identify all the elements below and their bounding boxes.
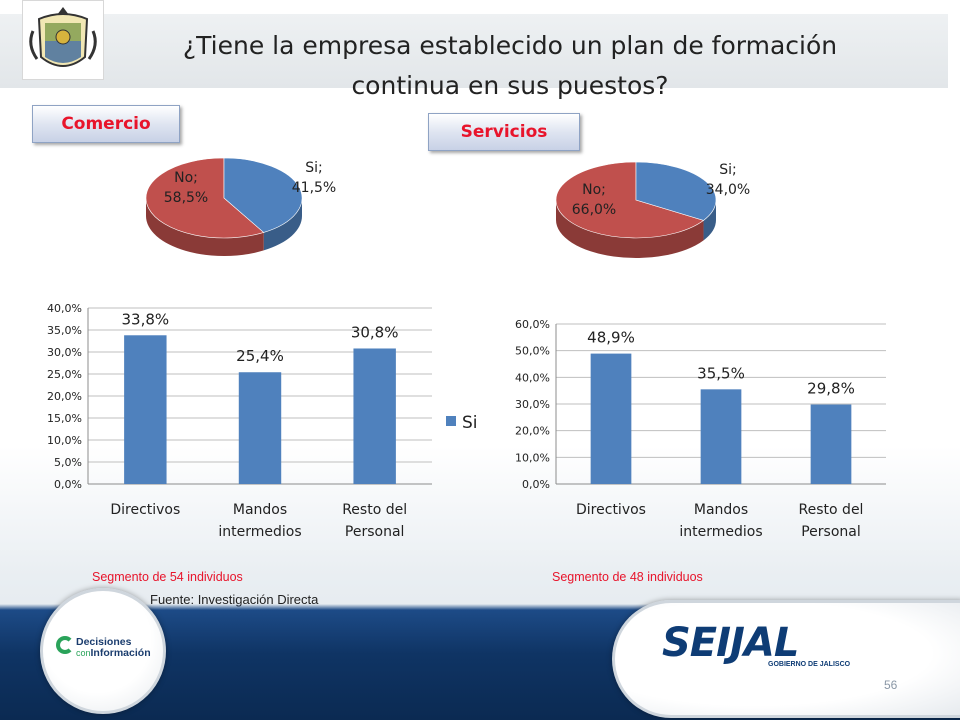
y-tick-label: 40,0% [515,371,550,384]
y-tick-label: 30,0% [47,346,82,359]
bar-0-0 [124,335,167,484]
pie-label-no-value: 66,0% [572,202,616,218]
y-tick-label: 0,0% [54,478,82,491]
decisiones-logo-text: Decisiones conInformación [76,637,151,659]
pie-no-side [146,198,264,256]
bar-data-label: 48,9% [587,329,635,347]
pie-label-no-name: No; [582,182,606,198]
pie-label-no-name: No; [174,170,198,186]
seijal-logo: SEIJAL [662,620,799,666]
decisiones-informacion: Información [90,647,151,659]
pie-label-si-name: Si; [719,162,737,178]
seijal-subtitle: GOBIERNO DE JALISCO [768,661,851,668]
x-tick-label: Mandos [233,502,287,518]
legend-label: Si [462,413,478,433]
charts-canvas: Si; 41,5% No; 58,5% Si; 34,0% No; 66,0% 0,0% 5,0%… [47,157,886,540]
pie-slice-si [223,157,303,233]
y-tick-label: 20,0% [47,390,82,403]
pie-label-si-value: 41,5% [292,180,336,196]
pie-si-side [263,198,302,251]
x-tick-label: intermedios [679,524,762,540]
x-tick-label: intermedios [218,524,301,540]
segment-servicios: Segmento de 48 individuos [552,570,703,584]
x-tick-label: Personal [801,524,861,540]
pie-slice-no [555,161,705,239]
pie-label-si-value: 34,0% [706,182,750,198]
y-tick-label: 5,0% [54,456,82,469]
pie-no-side [556,200,704,258]
pie-slice-si [635,161,717,221]
servicios-label: Servicios [428,113,580,151]
x-tick-label: Personal [345,524,405,540]
y-tick-label: 20,0% [515,425,550,438]
x-tick-label: Resto del [799,502,864,518]
y-tick-label: 60,0% [515,318,550,331]
x-tick-label: Mandos [694,502,748,518]
x-tick-label: Resto del [342,502,407,518]
y-tick-label: 30,0% [515,398,550,411]
segment-comercio: Segmento de 54 individuos [92,570,243,584]
y-tick-label: 15,0% [47,412,82,425]
bar-data-label: 33,8% [122,310,170,328]
decisiones-word: Decisiones [76,636,132,648]
bar-data-label: 35,5% [697,364,745,382]
title-line-2: continua en sus puestos? [351,71,669,100]
decisiones-con: con [76,648,91,658]
state-crest-logo [22,0,104,80]
y-tick-label: 40,0% [47,302,82,315]
slide-title: ¿Tiene la empresa establecido un plan de… [120,26,900,106]
bar-data-label: 29,8% [807,380,855,398]
bar-0-2 [353,348,396,484]
bar-0-1 [238,372,282,484]
title-banner [0,14,948,88]
pie-label-no-value: 58,5% [164,190,208,206]
pie-si-side [703,200,716,241]
legend-swatch [446,416,456,426]
bar-data-label: 30,8% [351,323,399,341]
title-line-1: ¿Tiene la empresa establecido un plan de… [182,31,838,60]
decisiones-swirl-icon [56,636,74,654]
y-tick-label: 35,0% [47,324,82,337]
bar-1-0 [590,353,632,484]
y-tick-label: 10,0% [47,434,82,447]
seijal-logo-panel [612,600,960,718]
y-tick-label: 10,0% [515,451,550,464]
x-tick-label: Directivos [110,502,180,518]
y-tick-label: 50,0% [515,345,550,358]
bar-data-label: 25,4% [236,347,284,365]
pie-label-si-name: Si; [305,160,323,176]
x-tick-label: Directivos [576,502,646,518]
bar-1-1 [700,389,742,484]
bar-1-2 [810,404,852,484]
comercio-label: Comercio [32,105,180,143]
y-tick-label: 25,0% [47,368,82,381]
page-number: 56 [884,678,898,692]
y-tick-label: 0,0% [522,478,550,491]
pie-slice-no [145,157,265,239]
seijal-wordmark: SEIJAL [662,620,799,666]
source-note: Fuente: Investigación Directa [150,592,319,607]
